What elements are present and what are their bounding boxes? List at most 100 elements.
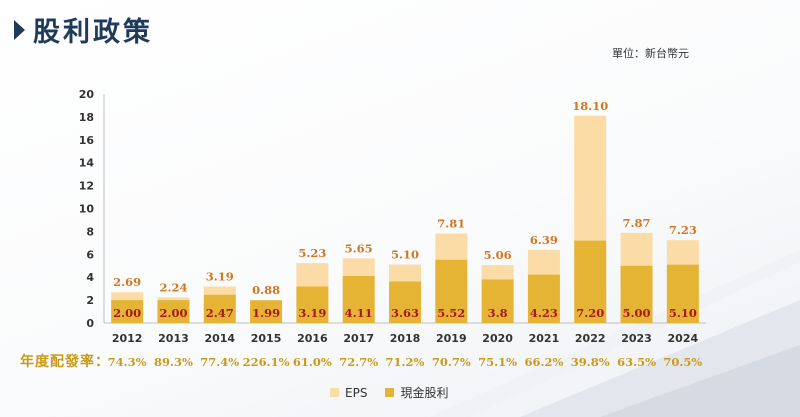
- dividend-bar: [203, 294, 236, 323]
- payout-ratio-value: 74.3%: [108, 355, 147, 369]
- eps-value-label: 7.81: [437, 217, 465, 231]
- dividend-bar: [527, 274, 560, 323]
- x-tick-label: 2018: [390, 332, 421, 345]
- eps-value-label: 7.87: [623, 216, 651, 230]
- y-tick-label: 10: [79, 203, 95, 216]
- dividend-bar: [666, 264, 699, 323]
- x-tick-label: 2020: [482, 332, 513, 345]
- x-tick-label: 2016: [297, 332, 328, 345]
- eps-bar: [296, 263, 329, 287]
- x-tick-label: 2017: [343, 332, 374, 345]
- y-tick-label: 18: [79, 111, 94, 124]
- y-tick-label: 4: [86, 271, 94, 284]
- legend-item-dividend: 現金股利: [385, 384, 448, 401]
- eps-bar: [574, 115, 607, 241]
- eps-value-label: 5.23: [298, 246, 326, 260]
- dividend-value-label: 5.52: [437, 306, 465, 320]
- dividend-value-label: 1.99: [252, 306, 280, 320]
- dividend-bar: [574, 240, 607, 323]
- eps-bar: [203, 286, 236, 295]
- x-tick-label: 2012: [112, 332, 143, 345]
- dividend-value-label: 3.8: [488, 306, 508, 320]
- eps-bar: [527, 249, 560, 275]
- eps-value-label: 0.88: [252, 283, 280, 297]
- dividend-value-label: 7.20: [576, 306, 604, 320]
- dividend-bar: [157, 300, 190, 323]
- payout-ratio-value: 71.2%: [386, 355, 425, 369]
- y-tick-label: 20: [79, 88, 95, 101]
- dividend-value-label: 5.00: [623, 306, 651, 320]
- x-tick-label: 2019: [436, 332, 467, 345]
- header-arrow-icon: [14, 19, 25, 40]
- y-tick-label: 16: [79, 134, 95, 147]
- x-tick-label: 2024: [668, 332, 699, 345]
- dividend-bar: [342, 275, 375, 323]
- x-tick-label: 2023: [621, 332, 652, 345]
- eps-bar: [620, 232, 653, 266]
- eps-value-label: 5.10: [391, 248, 419, 262]
- dividend-value-label: 4.23: [530, 306, 558, 320]
- dividend-value-label: 5.10: [669, 306, 697, 320]
- legend-label-dividend: 現金股利: [400, 386, 449, 400]
- payout-ratio-value: 61.0%: [293, 355, 332, 369]
- x-tick-label: 2021: [529, 332, 560, 345]
- eps-bar: [157, 297, 190, 301]
- dividend-bar: [250, 300, 283, 323]
- dividend-value-label: 3.63: [391, 306, 419, 320]
- payout-ratio-value: 63.5%: [617, 355, 656, 369]
- dividend-bar: [296, 286, 329, 323]
- y-tick-label: 6: [86, 248, 94, 261]
- eps-value-label: 6.39: [530, 233, 558, 247]
- payout-ratio-label: 年度配發率：: [20, 354, 110, 370]
- eps-value-label: 3.19: [206, 269, 234, 283]
- eps-bar: [666, 240, 699, 265]
- x-tick-label: 2015: [251, 332, 282, 345]
- eps-value-label: 5.06: [484, 248, 512, 262]
- payout-ratio-value: 66.2%: [524, 355, 563, 369]
- x-tick-label: 2014: [204, 332, 235, 345]
- y-tick-label: 14: [79, 157, 95, 170]
- page-title: 股利政策: [33, 17, 153, 48]
- eps-value-label: 2.24: [159, 280, 187, 294]
- dividend-value-label: 3.19: [298, 306, 326, 320]
- payout-ratio-value: 226.1%: [243, 355, 290, 369]
- payout-ratio-value: 72.7%: [339, 355, 378, 369]
- y-tick-label: 12: [79, 180, 94, 193]
- dividend-bar: [389, 281, 421, 323]
- payout-ratio-value: 70.7%: [432, 355, 471, 369]
- eps-value-label: 2.69: [113, 275, 141, 289]
- chart-legend: EPS 現金股利: [330, 384, 466, 401]
- payout-ratio-value: 39.8%: [571, 355, 610, 369]
- y-tick-label: 0: [86, 317, 94, 330]
- dividend-value-label: 2.00: [159, 306, 187, 320]
- y-tick-label: 2: [86, 294, 94, 307]
- payout-ratio-value: 89.3%: [154, 355, 193, 369]
- eps-bar: [481, 265, 514, 280]
- dividend-bar: [435, 259, 468, 323]
- x-tick-label: 2013: [158, 332, 189, 345]
- payout-ratio-value: 75.1%: [478, 355, 517, 369]
- dividend-value-label: 2.00: [113, 306, 141, 320]
- page-header: 股利政策: [14, 10, 153, 49]
- eps-bar: [111, 292, 144, 301]
- y-tick-label: 8: [86, 225, 94, 238]
- eps-value-label: 18.10: [572, 99, 608, 113]
- eps-value-label: 5.65: [345, 241, 373, 255]
- eps-bar: [342, 258, 375, 276]
- eps-bar: [389, 264, 421, 282]
- payout-ratio-value: 77.4%: [200, 355, 239, 369]
- dividend-bar: [111, 300, 144, 323]
- dividend-value-label: 2.47: [206, 306, 234, 320]
- legend-label-eps: EPS: [345, 385, 368, 400]
- legend-swatch-dividend: [385, 388, 395, 397]
- payout-ratio-value: 70.5%: [663, 355, 702, 369]
- x-tick-label: 2022: [575, 332, 606, 345]
- dividend-bar: [620, 265, 653, 323]
- eps-bar: [435, 233, 468, 260]
- legend-swatch-eps: [330, 388, 339, 397]
- unit-label: 單位：新台幣元: [612, 47, 689, 60]
- dividend-bar: [481, 279, 514, 323]
- dividend-value-label: 4.11: [345, 306, 373, 320]
- eps-value-label: 7.23: [669, 223, 697, 237]
